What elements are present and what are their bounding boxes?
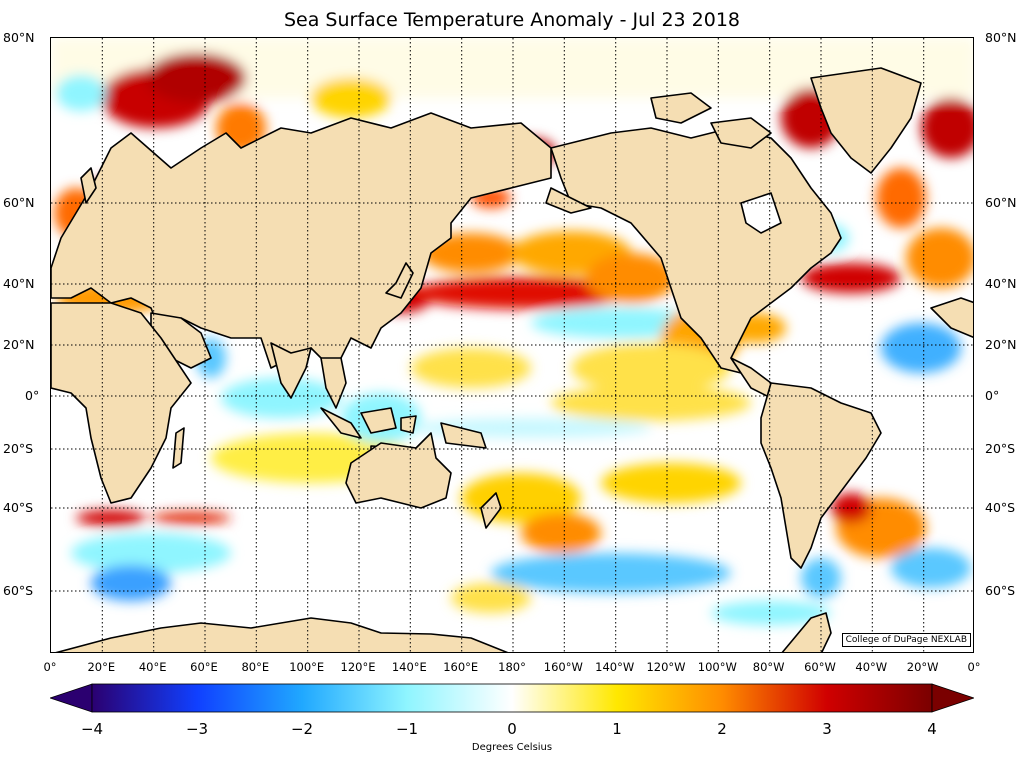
graticule — [51, 38, 973, 652]
lon-label-40e: 40°E — [138, 660, 167, 674]
lon-label-120w: 120°W — [646, 660, 686, 674]
lon-label-20e: 20°E — [87, 660, 116, 674]
sst-anomaly-map[interactable] — [50, 37, 974, 653]
lat-label-60s-right: 60°S — [985, 583, 1016, 598]
lon-label-80w: 80°W — [752, 660, 785, 674]
colorbar-tick-neg4: −4 — [80, 720, 104, 738]
lat-label-40n: 40°N — [3, 276, 35, 291]
colorbar-label: Degrees Celsius — [471, 742, 553, 753]
lon-label-20w: 20°W — [906, 660, 939, 674]
lat-label-20n: 20°N — [3, 337, 35, 352]
lat-label-80n: 80°N — [3, 30, 35, 45]
lon-label-180: 180° — [498, 660, 526, 674]
lon-label-40w: 40°W — [855, 660, 888, 674]
lat-label-60s: 60°S — [3, 583, 34, 598]
colorbar-tick-neg3: −3 — [185, 720, 209, 738]
colorbar — [50, 683, 974, 713]
lon-label-100e: 100°E — [289, 660, 325, 674]
colorbar-tick-1: 1 — [612, 720, 622, 738]
lon-label-0: 0° — [43, 660, 57, 674]
lon-label-160e: 160°E — [443, 660, 479, 674]
lon-label-140w: 140°W — [595, 660, 635, 674]
lat-label-20s-right: 20°S — [985, 441, 1016, 456]
lat-label-eq-right: 0° — [985, 388, 1000, 403]
lon-label-120e: 120°E — [340, 660, 376, 674]
lat-label-20s: 20°S — [3, 441, 34, 456]
map-svg — [51, 38, 973, 652]
map-title: Sea Surface Temperature Anomaly - Jul 23… — [283, 9, 741, 31]
lon-label-100w: 100°W — [697, 660, 737, 674]
colorbar-tick-neg2: −2 — [290, 720, 314, 738]
lat-label-20n-right: 20°N — [985, 337, 1017, 352]
lat-label-40n-right: 40°N — [985, 276, 1017, 291]
lon-label-60e: 60°E — [190, 660, 218, 674]
lat-label-eq: 0° — [25, 388, 40, 403]
lon-label-140e: 140°E — [391, 660, 427, 674]
lat-label-60n: 60°N — [3, 195, 35, 210]
anomaly-field — [51, 38, 973, 625]
colorbar-tick-2: 2 — [717, 720, 727, 738]
colorbar-tick-neg1: −1 — [395, 720, 419, 738]
colorbar-tick-0: 0 — [507, 720, 517, 738]
lon-label-60w: 60°W — [804, 660, 836, 674]
lon-label-0-right: 0° — [967, 660, 981, 674]
lat-label-80n-right: 80°N — [985, 30, 1017, 45]
lat-label-40s-right: 40°S — [985, 500, 1016, 515]
colorbar-tick-3: 3 — [822, 720, 832, 738]
lat-label-60n-right: 60°N — [985, 195, 1017, 210]
lon-label-80e: 80°E — [241, 660, 270, 674]
credit-label: College of DuPage NEXLAB — [841, 633, 971, 647]
lat-label-40s: 40°S — [3, 500, 34, 515]
lon-label-160w: 160°W — [543, 660, 583, 674]
colorbar-tick-4: 4 — [927, 720, 937, 738]
